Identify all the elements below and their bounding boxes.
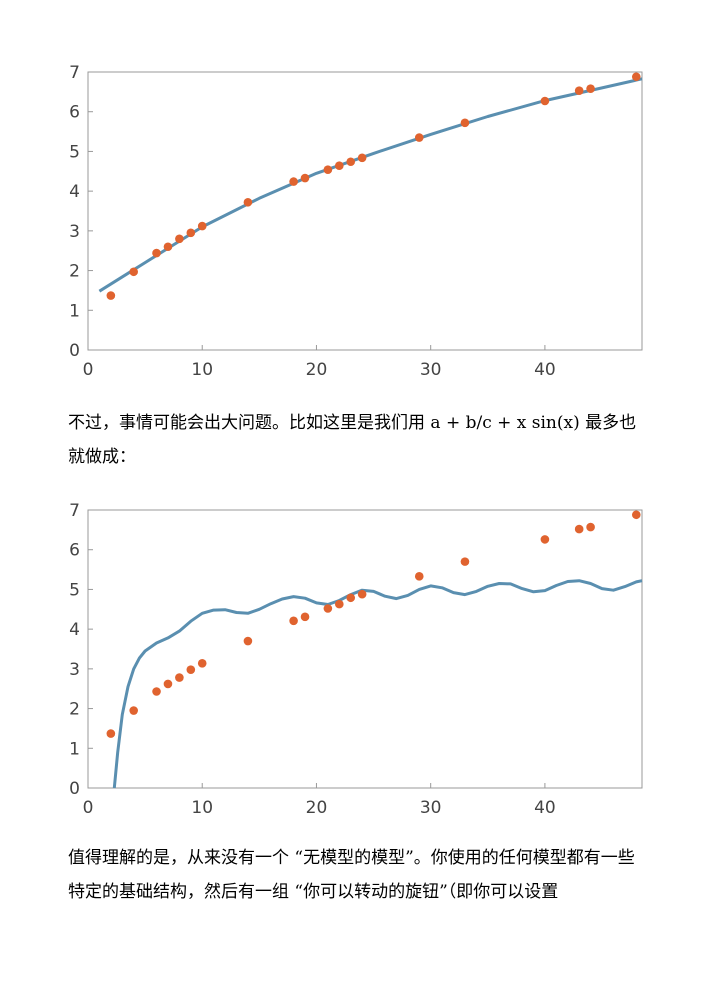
data-point	[243, 197, 253, 207]
data-point	[186, 228, 196, 238]
paragraph-1: 不过，事情可能会出大问题。比如这里是我们用 a + b/c + x sin(x)…	[68, 413, 637, 467]
data-point	[586, 84, 595, 93]
y-tick-label: 2	[69, 700, 80, 720]
data-point	[152, 248, 161, 258]
data-point	[289, 616, 298, 626]
y-tick-label: 6	[69, 541, 80, 561]
x-tick-label: 20	[306, 360, 328, 380]
chart-fit-good-svg: 0 1 2 3 4 5 6 7 0 10 20 30 40	[69, 63, 643, 380]
data-point	[163, 679, 173, 689]
plot-frame	[87, 509, 643, 789]
data-point	[460, 118, 470, 128]
data-point	[631, 510, 641, 520]
y-tick-label: 0	[69, 779, 80, 799]
y-tick-label: 3	[69, 222, 80, 242]
y-tick-label: 2	[69, 262, 80, 282]
x-tick-label: 40	[534, 798, 556, 818]
data-point	[323, 165, 333, 174]
data-point	[300, 612, 310, 622]
data-point	[106, 729, 116, 738]
data-point	[106, 291, 116, 300]
chart-fit-good: 0 1 2 3 4 5 6 7 0 10 20 30 40	[58, 62, 658, 382]
y-tick-label: 5	[69, 580, 80, 600]
data-point	[152, 687, 161, 696]
plot-frame	[87, 71, 643, 351]
data-point	[586, 522, 595, 532]
data-point	[323, 604, 333, 613]
data-point	[540, 535, 550, 544]
data-point	[289, 177, 298, 186]
data-point	[129, 706, 138, 715]
x-tick-label: 0	[83, 798, 94, 818]
x-tick-label: 20	[306, 798, 328, 818]
x-tick-label: 10	[191, 798, 213, 818]
y-tick-label: 3	[69, 660, 80, 680]
data-point	[243, 636, 253, 646]
x-tick-label: 30	[420, 798, 442, 818]
chart-fit-bad: 0 1 2 3 4 5 6 7 0 10 20 30 40	[58, 500, 658, 818]
data-point	[175, 234, 184, 244]
y-tick-label: 7	[69, 501, 80, 521]
data-point	[186, 665, 196, 674]
data-point	[346, 593, 356, 603]
data-point	[631, 72, 641, 82]
chart-fit-bad-svg: 0 1 2 3 4 5 6 7 0 10 20 30 40	[69, 501, 643, 818]
data-point	[414, 572, 424, 581]
fit-curve	[98, 77, 643, 293]
x-tick-label: 40	[534, 360, 556, 380]
data-point	[414, 133, 424, 142]
data-point	[197, 658, 207, 668]
data-point	[129, 267, 138, 277]
x-tick-label: 0	[83, 360, 94, 380]
data-point	[540, 96, 550, 106]
y-tick-label: 4	[69, 182, 80, 202]
y-tick-label: 4	[69, 620, 80, 640]
data-point	[574, 86, 584, 95]
fit-curve	[112, 579, 643, 789]
paragraph-2: 值得理解的是，从来没有一个 “无模型的模型”。你使用的任何模型都有一些特定的基础…	[68, 848, 635, 902]
data-point	[334, 599, 344, 609]
data-point	[163, 242, 173, 252]
data-point	[357, 153, 367, 163]
y-tick-label: 6	[69, 103, 80, 123]
x-tick-label: 10	[191, 360, 213, 380]
data-point	[334, 161, 344, 171]
data-point	[197, 221, 207, 231]
y-tick-label: 0	[69, 341, 80, 361]
data-point	[460, 557, 470, 566]
y-tick-label: 1	[69, 301, 80, 321]
data-point	[574, 524, 584, 534]
x-tick-label: 30	[420, 360, 442, 380]
data-point	[300, 173, 310, 183]
y-tick-label: 5	[69, 142, 80, 162]
data-point	[357, 589, 367, 599]
data-point	[175, 673, 184, 682]
y-tick-label: 1	[69, 739, 80, 759]
data-point	[346, 157, 356, 167]
y-tick-label: 7	[69, 63, 80, 83]
